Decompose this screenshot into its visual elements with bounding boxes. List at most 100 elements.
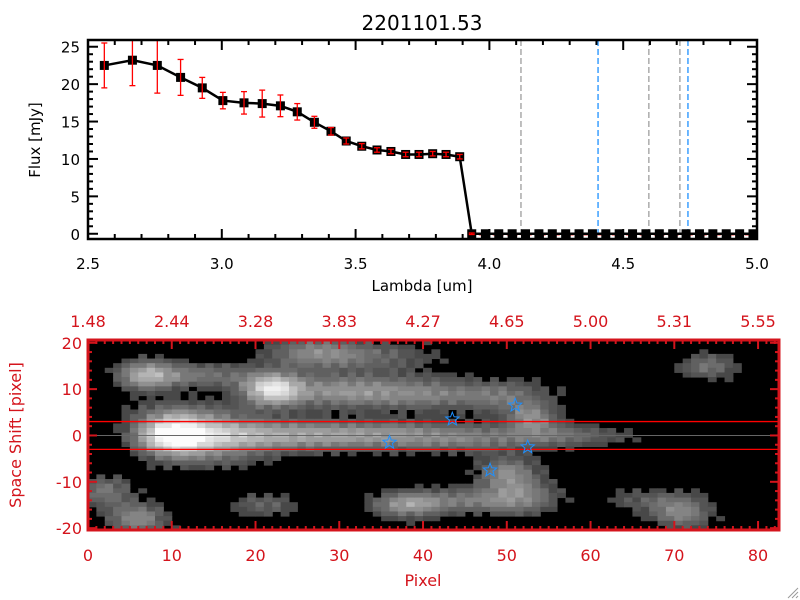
image-pixel bbox=[406, 381, 416, 387]
image-pixel bbox=[297, 358, 307, 364]
image-pixel bbox=[515, 479, 525, 485]
image-pixel bbox=[431, 404, 441, 411]
image-pixel bbox=[146, 363, 156, 369]
image-pixel bbox=[297, 441, 307, 448]
image-pixel bbox=[490, 377, 499, 383]
image-pixel bbox=[188, 441, 198, 448]
image-pixel bbox=[155, 455, 164, 461]
image-pixel bbox=[724, 367, 734, 373]
image-pixel bbox=[213, 404, 223, 411]
image-pixel bbox=[163, 377, 173, 383]
image-pixel bbox=[263, 395, 273, 401]
image-pixel bbox=[389, 451, 399, 457]
image-pixel bbox=[146, 404, 156, 411]
image-pixel bbox=[238, 455, 248, 461]
image-pixel bbox=[414, 386, 424, 392]
image-pixel bbox=[180, 414, 190, 420]
error-bar bbox=[468, 232, 475, 236]
image-pixel bbox=[347, 409, 357, 415]
image-pixel bbox=[314, 372, 324, 378]
image-pixel bbox=[138, 386, 148, 392]
image-pixel bbox=[548, 502, 558, 508]
image-pixel bbox=[171, 414, 181, 420]
image-pixel bbox=[406, 400, 416, 406]
image-pixel bbox=[146, 497, 156, 503]
image-pixel bbox=[188, 428, 198, 434]
image-pixel bbox=[163, 437, 173, 443]
image-pixel bbox=[498, 506, 508, 512]
image-pixel bbox=[682, 492, 692, 499]
image-pixel bbox=[280, 349, 290, 355]
image-pixel bbox=[339, 414, 349, 420]
image-pixel bbox=[490, 483, 499, 489]
image-pixel bbox=[146, 381, 156, 387]
image-pixel bbox=[171, 363, 181, 369]
image-pixel bbox=[582, 441, 592, 448]
image-pixel bbox=[96, 497, 106, 503]
image-pixel bbox=[381, 441, 391, 448]
image-pixel bbox=[724, 363, 734, 369]
image-pixel bbox=[389, 441, 399, 448]
image-pixel bbox=[205, 386, 215, 392]
image-pixel bbox=[230, 451, 240, 457]
image-pixel bbox=[138, 441, 148, 448]
image-pixel bbox=[297, 414, 307, 420]
image-pixel bbox=[138, 428, 148, 434]
image-pixel bbox=[138, 358, 148, 364]
image-pixel bbox=[448, 441, 458, 448]
image-pixel bbox=[305, 358, 315, 364]
image-pixel bbox=[423, 414, 432, 420]
image-pixel bbox=[456, 390, 466, 397]
image-pixel bbox=[121, 377, 131, 383]
image-pixel bbox=[272, 386, 282, 392]
image-pixel bbox=[506, 377, 516, 383]
image-pixel bbox=[414, 358, 424, 364]
image-pixel bbox=[473, 428, 483, 434]
image-pixel bbox=[515, 474, 525, 480]
image-pixel bbox=[322, 409, 332, 415]
image-pixel bbox=[490, 506, 499, 512]
image-pixel bbox=[615, 488, 625, 494]
image-pixel bbox=[397, 516, 407, 522]
top-x-tick-label: 5.00 bbox=[573, 312, 609, 331]
image-pixel bbox=[121, 404, 131, 411]
image-pixel bbox=[121, 492, 131, 499]
image-pixel bbox=[372, 386, 382, 392]
image-pixel bbox=[397, 502, 407, 508]
image-pixel bbox=[531, 511, 541, 517]
image-pixel bbox=[473, 437, 483, 443]
spectral-image bbox=[88, 340, 742, 531]
image-pixel bbox=[531, 465, 541, 471]
error-bar bbox=[294, 102, 301, 121]
image-pixel bbox=[531, 474, 541, 480]
image-pixel bbox=[255, 506, 265, 512]
image-pixel bbox=[129, 511, 139, 517]
image-pixel bbox=[372, 390, 382, 397]
image-pixel bbox=[649, 497, 659, 503]
image-pixel bbox=[364, 497, 374, 503]
image-pixel bbox=[674, 511, 684, 517]
image-pixel bbox=[448, 428, 458, 434]
image-pixel bbox=[289, 437, 298, 443]
image-pixel bbox=[205, 465, 215, 471]
image-pixel bbox=[263, 409, 273, 415]
image-pixel bbox=[481, 390, 491, 397]
image-pixel bbox=[230, 409, 240, 415]
image-pixel bbox=[448, 497, 458, 503]
image-pixel bbox=[389, 492, 399, 499]
image-pixel bbox=[624, 492, 633, 499]
image-pixel bbox=[506, 488, 516, 494]
image-pixel bbox=[506, 511, 516, 517]
image-pixel bbox=[406, 516, 416, 522]
image-pixel bbox=[188, 465, 198, 471]
y-tick-label: 0 bbox=[72, 426, 82, 445]
image-pixel bbox=[297, 367, 307, 373]
image-pixel bbox=[657, 520, 667, 526]
resize-grip-icon[interactable] bbox=[787, 587, 799, 599]
image-pixel bbox=[330, 377, 340, 383]
image-pixel bbox=[682, 502, 692, 508]
image-pixel bbox=[146, 511, 156, 517]
image-pixel bbox=[180, 372, 190, 378]
image-pixel bbox=[188, 414, 198, 420]
